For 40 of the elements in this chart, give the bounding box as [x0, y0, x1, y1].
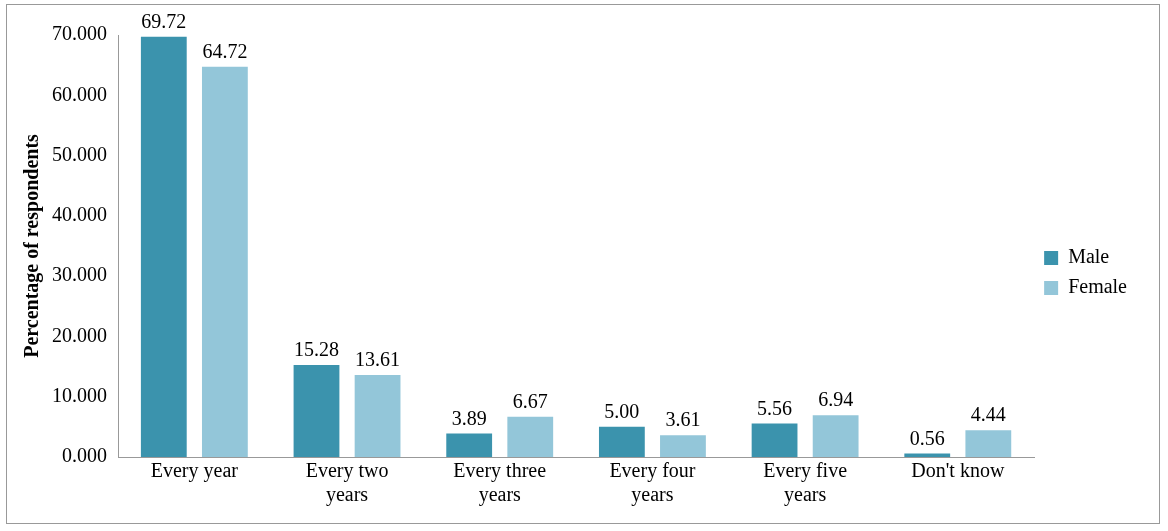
y-tick-label: 10.000 — [52, 383, 107, 406]
y-tick-label: 20.000 — [52, 323, 107, 346]
bar — [293, 364, 340, 457]
bar — [140, 36, 187, 457]
data-label: 15.28 — [294, 338, 339, 361]
data-label: 3.89 — [451, 406, 487, 429]
y-axis-title: Percentage of respondents — [20, 133, 44, 358]
data-label: 5.00 — [604, 400, 640, 423]
data-label: 6.67 — [512, 390, 548, 413]
x-tick-label: Every five years — [763, 459, 848, 507]
y-tick-label: 60.000 — [52, 82, 107, 105]
data-label: 6.94 — [818, 388, 854, 411]
legend-label: Male — [1068, 245, 1110, 268]
y-tick-label: 50.000 — [52, 142, 107, 165]
y-tick-label: 0.000 — [62, 444, 107, 467]
y-tick-label: 70.000 — [52, 22, 107, 45]
data-label: 0.56 — [909, 426, 945, 449]
legend-label: Female — [1068, 275, 1128, 298]
data-label: 5.56 — [757, 396, 793, 419]
y-tick-label: 30.000 — [52, 263, 107, 286]
data-label: 3.61 — [665, 408, 701, 431]
bar — [201, 66, 248, 457]
data-label: 13.61 — [355, 348, 401, 371]
x-tick-label: Every two years — [305, 459, 389, 507]
bar — [812, 415, 859, 457]
bar — [354, 374, 401, 457]
data-label: 4.44 — [970, 403, 1006, 426]
bar — [598, 426, 645, 457]
bar — [660, 435, 706, 457]
bar — [446, 433, 493, 457]
data-label: 64.72 — [202, 40, 248, 63]
y-tick-label: 40.000 — [52, 203, 107, 226]
bar — [965, 430, 1012, 457]
bar — [751, 423, 798, 457]
x-tick-label: Don't know — [911, 459, 1005, 482]
x-tick-label: Every four years — [609, 459, 696, 507]
data-label: 69.72 — [141, 9, 187, 32]
x-tick-label: Every year — [150, 459, 239, 483]
x-tick-label: Every three years — [453, 459, 547, 507]
bar — [507, 416, 554, 457]
